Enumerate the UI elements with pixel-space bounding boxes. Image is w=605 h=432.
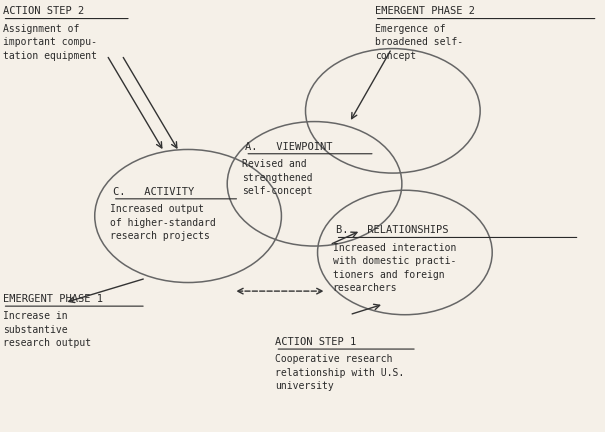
Text: B.   RELATIONSHIPS: B. RELATIONSHIPS: [336, 226, 448, 235]
Text: ACTION STEP 1: ACTION STEP 1: [275, 337, 357, 347]
Text: C.   ACTIVITY: C. ACTIVITY: [113, 187, 194, 197]
Text: A.   VIEWPOINT: A. VIEWPOINT: [245, 142, 333, 152]
Text: EMERGENT PHASE 2: EMERGENT PHASE 2: [374, 6, 475, 16]
Text: Assignment of
important compu-
tation equipment: Assignment of important compu- tation eq…: [2, 24, 97, 61]
Text: EMERGENT PHASE 1: EMERGENT PHASE 1: [2, 294, 103, 304]
Text: Increased output
of higher-standard
research projects: Increased output of higher-standard rese…: [110, 204, 215, 241]
Text: Increased interaction
with domestic practi-
tioners and foreign
researchers: Increased interaction with domestic prac…: [333, 243, 456, 293]
Text: ACTION STEP 2: ACTION STEP 2: [2, 6, 84, 16]
Text: Increase in
substantive
research output: Increase in substantive research output: [2, 311, 91, 349]
Text: Revised and
strengthened
self-concept: Revised and strengthened self-concept: [242, 159, 313, 196]
Text: Emergence of
broadened self-
concept: Emergence of broadened self- concept: [374, 24, 463, 61]
Text: Cooperative research
relationship with U.S.
university: Cooperative research relationship with U…: [275, 354, 405, 391]
